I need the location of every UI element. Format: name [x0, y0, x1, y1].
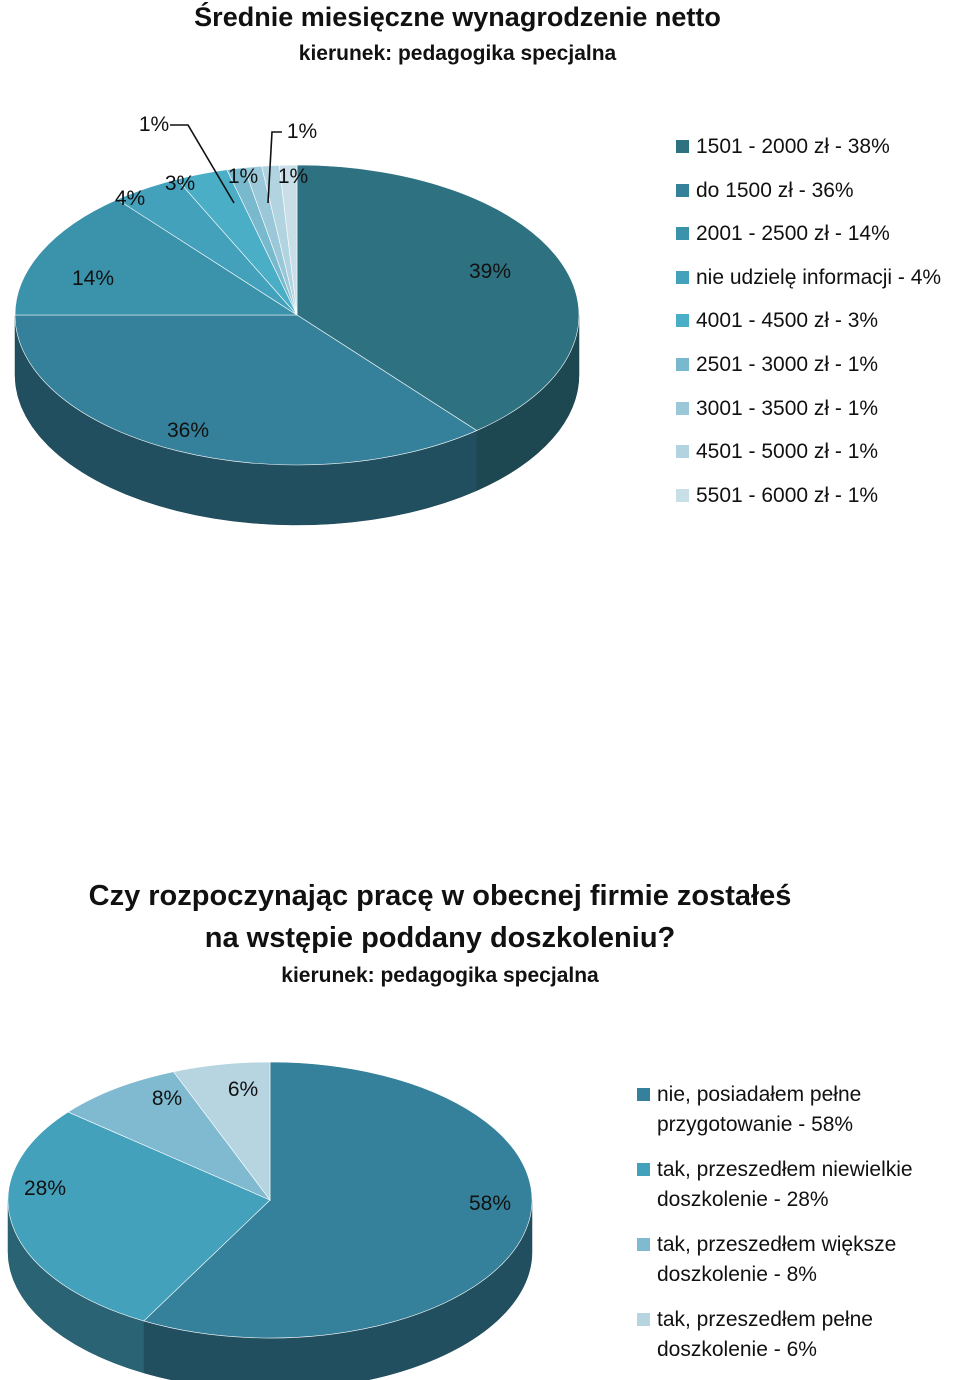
leader-line-2 [267, 131, 282, 204]
legend-entry-8: 4501 - 5000 zł - 1% [676, 437, 941, 481]
pie-slice-4 [173, 1061, 271, 1201]
leader-line-1 [170, 124, 235, 204]
legend-entry-3: 2001 - 2500 zł - 14% [676, 219, 941, 263]
data-label-5: 3% [165, 172, 195, 195]
legend-entry-5: 4001 - 4500 zł - 3% [676, 306, 941, 350]
legend-entry-2: tak, przeszedłem niewielkie doszkolenie … [637, 1155, 947, 1230]
legend-label: 2001 - 2500 zł - 14% [696, 222, 890, 246]
data-label-8: 1% [139, 113, 169, 136]
data-label-1: 58% [469, 1192, 511, 1215]
data-label-2: 36% [167, 419, 209, 442]
data-label-4: 4% [115, 187, 145, 210]
legend-entry-7: 3001 - 3500 zł - 1% [676, 394, 941, 438]
legend-swatch [637, 1238, 650, 1251]
salary-pie-chart: Średnie miesięczne wynagrodzenie netto k… [0, 0, 960, 560]
legend-entry-4: tak, przeszedłem pełne doszkolenie - 6% [637, 1305, 947, 1380]
legend-entry-6: 2501 - 3000 zł - 1% [676, 350, 941, 394]
legend-label: tak, przeszedłem większe doszkolenie - 8… [657, 1233, 897, 1286]
data-label-7: 1% [278, 165, 308, 188]
legend-label: nie, posiadałem pełne przygotowanie - 58… [657, 1083, 862, 1136]
legend-swatch [637, 1088, 650, 1101]
legend-entry-4: nie udzielę informacji - 4% [676, 263, 941, 307]
data-label-3: 8% [152, 1087, 182, 1110]
pie-plot-area: 39% 36% 14% 4% 3% 1% 1% 1% 1% [14, 113, 580, 526]
legend-swatch [676, 401, 689, 415]
legend-swatch [676, 445, 689, 459]
legend-label: 3001 - 3500 zł - 1% [696, 396, 879, 420]
chart-title-line-1: Czy rozpoczynając pracę w obecnej firmie… [88, 880, 792, 912]
legend-label: 4001 - 4500 zł - 3% [696, 309, 879, 333]
legend-swatch [676, 488, 689, 502]
data-labels: 39% 36% 14% 4% 3% 1% 1% 1% 1% [72, 113, 511, 442]
legend-swatch [676, 227, 689, 241]
pie-slice-2 [7, 1111, 271, 1322]
pie-slice-1 [143, 1061, 533, 1339]
legend-swatch [676, 357, 689, 371]
chart-subtitle: kierunek: pedagogika specjalna [281, 964, 599, 987]
legend-entry-2: do 1500 zł - 36% [676, 176, 941, 220]
data-labels: 58% 28% 8% 6% [24, 1078, 511, 1215]
data-label-1: 39% [469, 260, 511, 283]
legend-entry-1: 1501 - 2000 zł - 38% [676, 132, 941, 176]
legend-label: 2501 - 3000 zł - 1% [696, 352, 879, 376]
pie-slice-3 [14, 199, 299, 316]
data-label-2: 28% [24, 1177, 66, 1200]
legend-entry-1: nie, posiadałem pełne przygotowanie - 58… [637, 1080, 947, 1155]
legend-swatch [676, 140, 689, 153]
pie-slices [14, 164, 580, 466]
chart-legend: nie, posiadałem pełne przygotowanie - 58… [637, 1080, 947, 1380]
legend-swatch [637, 1313, 650, 1326]
legend-entry-9: 5501 - 6000 zł - 1% [676, 481, 941, 525]
data-label-4: 6% [228, 1078, 258, 1101]
pie-slice-9 [278, 164, 298, 316]
legend-label: tak, przeszedłem niewielkie doszkolenie … [657, 1158, 913, 1211]
data-label-3: 14% [72, 267, 114, 290]
data-label-6: 1% [228, 165, 258, 188]
legend-swatch [637, 1163, 650, 1176]
data-label-9: 1% [287, 120, 317, 143]
legend-label: do 1500 zł - 36% [696, 178, 854, 202]
legend-label: tak, przeszedłem pełne doszkolenie - 6% [657, 1308, 873, 1361]
pie-plot-area: 58% 28% 8% 6% [7, 1061, 533, 1380]
legend-label: 1501 - 2000 zł - 38% [696, 135, 890, 158]
legend-entry-3: tak, przeszedłem większe doszkolenie - 8… [637, 1230, 947, 1305]
legend-label: nie udzielę informacji - 4% [696, 265, 942, 289]
chart-title: Średnie miesięczne wynagrodzenie netto [194, 2, 721, 32]
chart-title-line-2: na wstępie poddany doszkoleniu? [204, 922, 676, 954]
pie-slices [7, 1061, 533, 1339]
legend-label: 4501 - 5000 zł - 1% [696, 440, 879, 464]
legend-swatch [676, 314, 689, 328]
legend-label: 5501 - 6000 zł - 1% [696, 483, 879, 507]
pie-slice-1 [296, 164, 580, 431]
pie-slice-3 [67, 1071, 271, 1201]
legend-swatch [676, 183, 689, 197]
leader-lines [170, 124, 282, 204]
legend-swatch [676, 270, 689, 284]
chart-legend: 1501 - 2000 zł - 38% do 1500 zł - 36% 2001… [676, 132, 941, 524]
training-pie-chart: Czy rozpoczynając pracę w obecnej firmie… [0, 870, 960, 1380]
chart-subtitle: kierunek: pedagogika specjalna [298, 42, 617, 65]
pie-slice-2 [14, 314, 478, 466]
